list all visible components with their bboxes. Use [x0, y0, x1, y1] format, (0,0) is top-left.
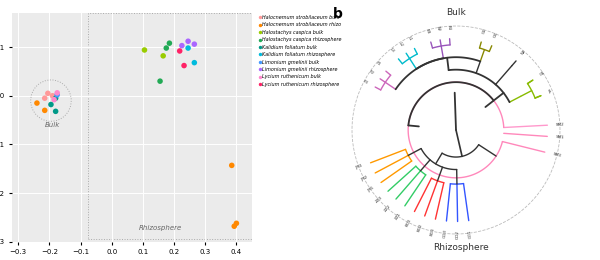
Point	[175, 49, 184, 53]
Point	[48, 94, 58, 98]
Text: L2: L2	[397, 41, 403, 47]
Text: SM2: SM2	[556, 122, 565, 127]
Text: G1: G1	[539, 71, 545, 77]
Bar	[88, 13, 252, 239]
Text: G3: G3	[493, 32, 499, 39]
Text: L1: L1	[407, 36, 412, 42]
Point	[51, 96, 61, 100]
Point	[190, 61, 199, 65]
Point	[43, 91, 53, 95]
Text: BD1: BD1	[430, 227, 436, 236]
Text: J1: J1	[548, 89, 553, 94]
Text: SM3: SM3	[553, 152, 562, 158]
Text: F1: F1	[374, 61, 381, 67]
Point	[52, 91, 62, 95]
Point	[40, 96, 50, 100]
Point	[179, 63, 189, 68]
Text: JM3: JM3	[355, 164, 364, 170]
Point	[32, 101, 42, 105]
Point	[184, 39, 193, 43]
Text: Rhizosphere: Rhizosphere	[139, 225, 182, 231]
Text: GD3: GD3	[443, 229, 448, 238]
Text: ZZ2: ZZ2	[383, 204, 392, 213]
Text: N2: N2	[520, 49, 527, 56]
Legend: Halocnemum strobilaceum bulk, Halocnemum strobilaceum rhizo, Halostachys caspica: Halocnemum strobilaceum bulk, Halocnemum…	[257, 13, 344, 89]
Point	[140, 48, 149, 52]
Text: SM1: SM1	[556, 135, 565, 140]
Text: JM2: JM2	[361, 175, 369, 182]
Point	[155, 79, 165, 83]
Point	[161, 46, 171, 50]
Text: BD3: BD3	[405, 218, 412, 228]
Text: JM1: JM1	[367, 186, 376, 193]
Text: B3: B3	[425, 28, 430, 35]
Text: B1: B1	[446, 25, 451, 30]
Point	[227, 163, 236, 167]
Point	[229, 224, 239, 228]
Point	[40, 108, 50, 112]
Text: b: b	[333, 7, 343, 21]
Text: GD1: GD1	[468, 229, 473, 238]
Text: B2: B2	[436, 26, 440, 32]
Point	[49, 98, 59, 102]
Point	[232, 221, 241, 225]
Text: Rhizosphere: Rhizosphere	[433, 243, 489, 252]
Text: Bulk: Bulk	[446, 8, 466, 17]
Point	[158, 54, 168, 58]
Point	[190, 42, 199, 46]
Text: F2: F2	[368, 70, 374, 76]
Text: GD2: GD2	[456, 230, 460, 239]
Text: ZZ1: ZZ1	[394, 212, 402, 220]
Text: Bulk: Bulk	[45, 122, 60, 128]
Text: G2: G2	[482, 28, 487, 35]
Point	[46, 102, 56, 107]
Point	[184, 46, 193, 50]
Text: L3: L3	[389, 47, 395, 54]
Text: ZZ3: ZZ3	[374, 195, 383, 204]
Text: BD2: BD2	[417, 223, 424, 233]
Point	[177, 43, 187, 48]
Point	[52, 93, 62, 97]
Point	[164, 41, 174, 45]
Text: F3: F3	[362, 79, 369, 85]
Point	[51, 109, 61, 113]
